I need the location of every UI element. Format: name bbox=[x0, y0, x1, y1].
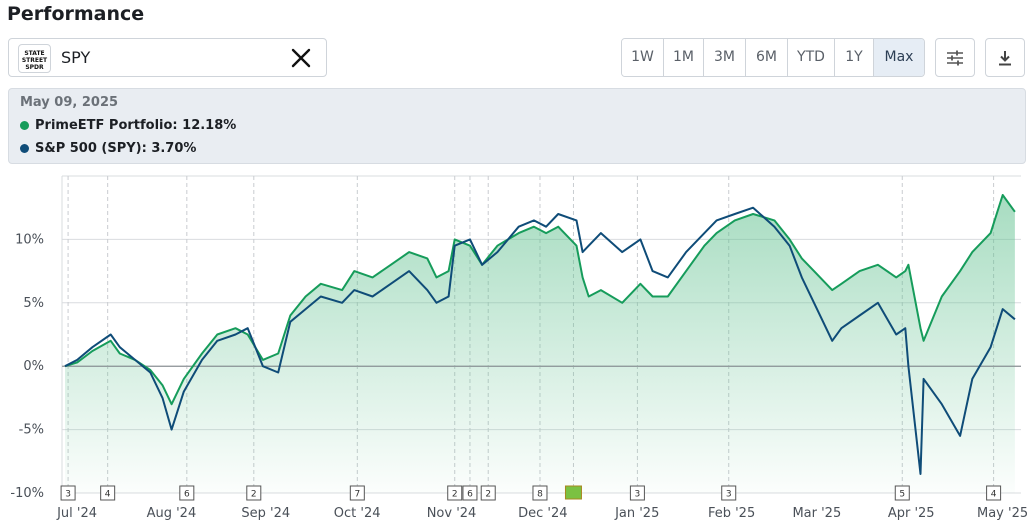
x-tick-label: Jan '25 bbox=[614, 506, 659, 521]
range-button-1w[interactable]: 1W bbox=[622, 39, 664, 76]
tooltip-row-portfolio: PrimeETF Portfolio: 12.18% bbox=[20, 118, 236, 133]
page-title: Performance bbox=[7, 3, 145, 25]
x-tick-label: Mar '25 bbox=[792, 506, 841, 521]
tooltip-portfolio-value: PrimeETF Portfolio: 12.18% bbox=[35, 118, 237, 133]
event-marker-box[interactable] bbox=[532, 485, 548, 501]
event-marker-box[interactable] bbox=[447, 485, 463, 501]
event-marker-box[interactable] bbox=[986, 485, 1002, 501]
x-tick-label: May '25 bbox=[977, 506, 1028, 521]
download-button[interactable] bbox=[985, 38, 1025, 77]
event-marker-label: 8 bbox=[537, 490, 543, 500]
dividend-flag-icon[interactable] bbox=[564, 485, 582, 500]
spy-legend-dot bbox=[20, 144, 29, 153]
event-marker-label: 2 bbox=[251, 490, 257, 500]
ticker-search-field[interactable]: STATE STREET SPDR SPY bbox=[8, 38, 327, 77]
x-tick-label: Aug '24 bbox=[147, 506, 197, 521]
range-button-3m[interactable]: 3M bbox=[704, 39, 746, 76]
range-button-1m[interactable]: 1M bbox=[664, 39, 704, 76]
x-tick-label: Oct '24 bbox=[334, 506, 381, 521]
event-marker-box[interactable] bbox=[629, 485, 645, 501]
event-marker-label: 7 bbox=[354, 490, 360, 500]
event-marker-label: 3 bbox=[635, 490, 641, 500]
event-marker-box[interactable] bbox=[60, 485, 76, 501]
download-icon bbox=[999, 50, 1011, 65]
event-marker-label: 3 bbox=[65, 490, 71, 500]
event-marker-box[interactable] bbox=[480, 485, 496, 501]
event-marker-box[interactable] bbox=[179, 485, 195, 501]
y-tick-label: -10% bbox=[10, 486, 44, 501]
y-tick-label: 0% bbox=[23, 359, 44, 374]
event-marker-box[interactable] bbox=[246, 485, 262, 501]
event-marker-label: 4 bbox=[105, 490, 111, 500]
tooltip-row-spy: S&P 500 (SPY): 3.70% bbox=[20, 141, 196, 156]
x-tick-label: Nov '24 bbox=[427, 506, 477, 521]
event-marker-box[interactable] bbox=[894, 485, 910, 501]
event-marker-label: 2 bbox=[452, 490, 458, 500]
portfolio-legend-dot bbox=[20, 121, 29, 130]
x-tick-label: Jul '24 bbox=[56, 506, 97, 521]
x-tick-label: Sep '24 bbox=[241, 506, 290, 521]
event-marker-box[interactable] bbox=[349, 485, 365, 501]
ticker-symbol[interactable]: SPY bbox=[61, 48, 91, 67]
y-tick-label: -5% bbox=[19, 423, 44, 438]
x-tick-label: Apr '25 bbox=[888, 506, 935, 521]
spy-series-line bbox=[64, 206, 1016, 475]
x-tick-label: Dec '24 bbox=[518, 506, 567, 521]
portfolio-area-fill bbox=[65, 195, 1015, 493]
chart-settings-button[interactable] bbox=[935, 38, 975, 77]
event-marker-label: 6 bbox=[467, 490, 473, 500]
range-button-ytd[interactable]: YTD bbox=[788, 39, 835, 76]
fund-logo: STATE STREET SPDR bbox=[18, 44, 51, 73]
sliders-icon bbox=[947, 50, 963, 65]
event-marker-box[interactable] bbox=[100, 485, 116, 501]
event-marker-label: 2 bbox=[485, 490, 491, 500]
chart-tooltip: May 09, 2025 PrimeETF Portfolio: 12.18% … bbox=[8, 88, 1026, 164]
event-marker-label: 6 bbox=[184, 490, 190, 500]
event-marker-label: 3 bbox=[726, 490, 732, 500]
event-marker-label: 4 bbox=[991, 490, 997, 500]
y-tick-label: 5% bbox=[23, 296, 44, 311]
tooltip-spy-value: S&P 500 (SPY): 3.70% bbox=[35, 141, 197, 156]
range-button-6m[interactable]: 6M bbox=[746, 39, 788, 76]
y-tick-label: 10% bbox=[15, 232, 44, 247]
event-marker-label: 5 bbox=[899, 490, 905, 500]
range-button-1y[interactable]: 1Y bbox=[835, 39, 874, 76]
close-icon[interactable] bbox=[288, 45, 314, 71]
range-button-max[interactable]: Max bbox=[874, 39, 924, 76]
event-marker-box[interactable] bbox=[462, 485, 478, 501]
x-tick-label: Feb '25 bbox=[708, 506, 755, 521]
event-marker-box[interactable] bbox=[721, 485, 737, 501]
time-range-selector: 1W 1M 3M 6M YTD 1Y Max bbox=[621, 38, 925, 77]
tooltip-date: May 09, 2025 bbox=[20, 95, 119, 110]
portfolio-series-line bbox=[64, 194, 1016, 406]
